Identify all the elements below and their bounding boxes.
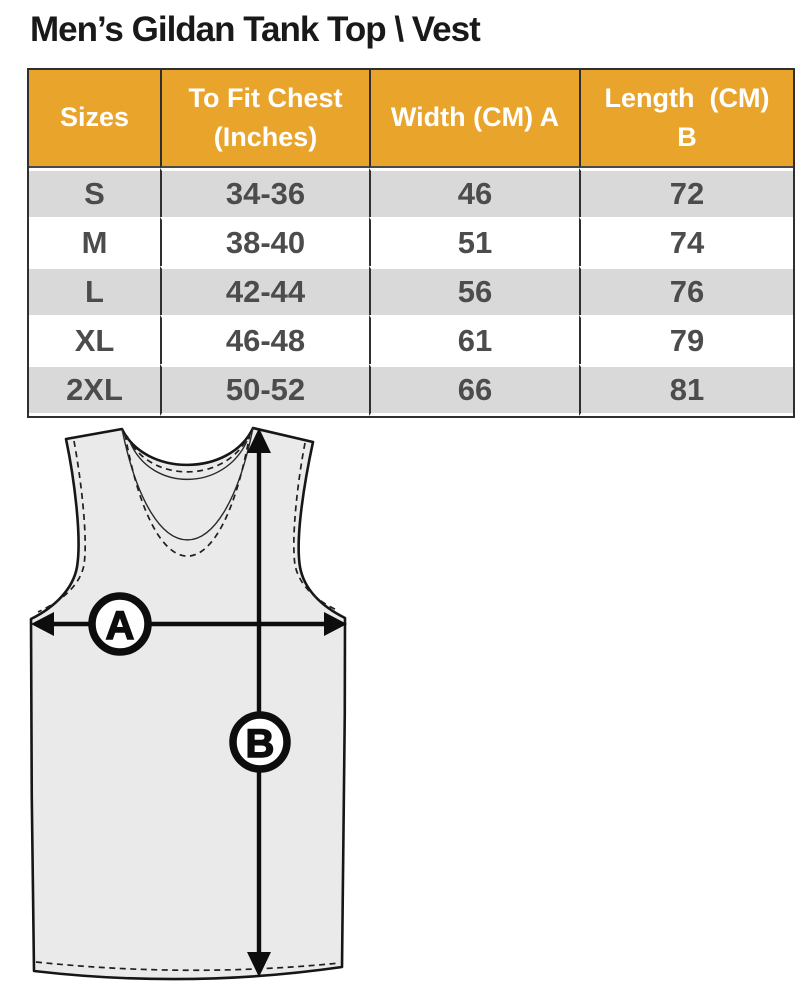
size-cell: M bbox=[29, 217, 160, 266]
page-title: Men’s Gildan Tank Top \ Vest bbox=[30, 10, 481, 49]
length-cell: 81 bbox=[579, 364, 793, 416]
header-label: To Fit Chest bbox=[188, 82, 343, 113]
left-armhole-stitching bbox=[37, 440, 86, 613]
hem-stitching bbox=[35, 961, 341, 972]
front-neck-stitching bbox=[124, 432, 251, 557]
table-row: M 38-40 51 74 bbox=[29, 217, 793, 266]
chest-cell: 42-44 bbox=[160, 266, 369, 315]
header-label: Length (CM) bbox=[604, 82, 770, 113]
chest-cell: 46-48 bbox=[160, 315, 369, 364]
length-arrow bbox=[247, 428, 271, 977]
size-cell: XL bbox=[29, 315, 160, 364]
size-cell: S bbox=[29, 168, 160, 217]
chest-cell: 38-40 bbox=[160, 217, 369, 266]
header-label: (Inches) bbox=[213, 122, 318, 152]
measure-a-label: A bbox=[106, 604, 135, 648]
table-row: L 42-44 56 76 bbox=[29, 266, 793, 315]
length-cell: 72 bbox=[579, 168, 793, 217]
chest-cell: 34-36 bbox=[160, 168, 369, 217]
header-label: Width (CM) A bbox=[390, 102, 560, 133]
header-label: Sizes bbox=[59, 102, 130, 133]
length-cell: 74 bbox=[579, 217, 793, 266]
header-label: B bbox=[677, 122, 697, 152]
column-header-width: Width (CM) A bbox=[369, 70, 579, 168]
chest-cell: 50-52 bbox=[160, 364, 369, 416]
vest-outline bbox=[29, 426, 347, 981]
table-row: 2XL 50-52 66 81 bbox=[29, 364, 793, 416]
measurement-badge-a: A bbox=[88, 592, 152, 656]
length-cell: 76 bbox=[579, 266, 793, 315]
back-neck-stitching bbox=[126, 434, 250, 473]
width-cell: 51 bbox=[369, 217, 579, 266]
size-cell: L bbox=[29, 266, 160, 315]
vest-diagram: A B bbox=[29, 426, 347, 981]
length-cell: 79 bbox=[579, 315, 793, 364]
size-cell: 2XL bbox=[29, 364, 160, 416]
measure-b-label: B bbox=[246, 722, 275, 766]
column-header-chest: To Fit Chest (Inches) bbox=[160, 70, 369, 168]
width-cell: 66 bbox=[369, 364, 579, 416]
back-neck-seam bbox=[129, 440, 248, 481]
right-armhole-stitching bbox=[293, 442, 340, 612]
table-row: XL 46-48 61 79 bbox=[29, 315, 793, 364]
column-header-sizes: Sizes bbox=[29, 70, 160, 168]
table-row: S 34-36 46 72 bbox=[29, 168, 793, 217]
width-cell: 56 bbox=[369, 266, 579, 315]
column-header-length: Length (CM) B bbox=[579, 70, 793, 168]
size-chart-table: Sizes To Fit Chest (Inches) Width (CM) A… bbox=[27, 68, 795, 418]
measurement-badge-b: B bbox=[229, 711, 291, 773]
width-cell: 61 bbox=[369, 315, 579, 364]
width-cell: 46 bbox=[369, 168, 579, 217]
table-header-row: Sizes To Fit Chest (Inches) Width (CM) A… bbox=[29, 70, 793, 168]
